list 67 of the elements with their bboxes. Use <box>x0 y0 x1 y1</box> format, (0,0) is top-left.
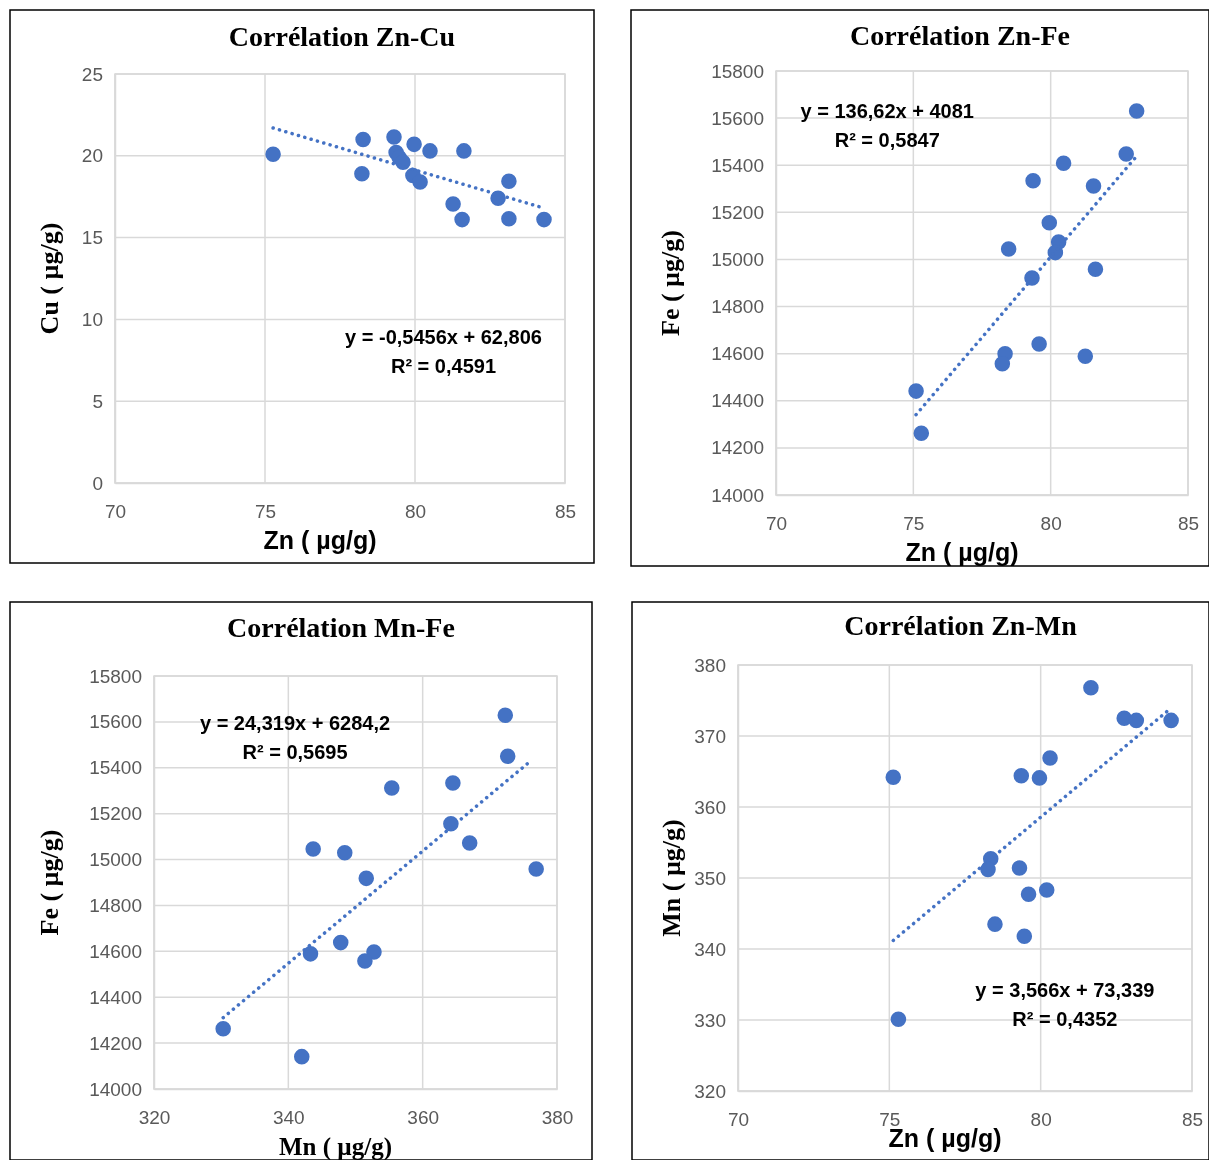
x-tick-label: 80 <box>1040 513 1062 535</box>
y-tick-label: 15800 <box>89 665 142 687</box>
y-tick-label: 15000 <box>89 849 142 871</box>
y-tick-label: 340 <box>694 938 726 960</box>
y-tick-label: 14000 <box>711 484 764 506</box>
y-tick-label: 15400 <box>89 757 142 779</box>
x-axis-title: Zn ( µg/g) <box>905 538 1019 566</box>
annotation: R² = 0,4591 <box>390 354 497 377</box>
x-axis-title: Mn ( µg/g) <box>278 1133 393 1160</box>
y-tick-label: 370 <box>694 725 726 747</box>
y-tick-label: 380 <box>694 654 726 676</box>
chart-title: Corrélation Zn-Cu <box>228 21 456 52</box>
annotation: y = 136,62x + 4081 <box>800 99 974 122</box>
chart-title: Corrélation Zn-Mn <box>844 610 1078 641</box>
y-tick-label: 15600 <box>711 107 764 129</box>
x-tick-label: 360 <box>407 1107 440 1129</box>
y-tick-label: 14600 <box>89 940 142 962</box>
chart-title: Corrélation Mn-Fe <box>227 612 455 643</box>
y-tick-label: 15800 <box>711 60 764 82</box>
y-axis-title: Mn ( µg/g) <box>657 819 686 937</box>
y-axis-title: Fe ( µg/g) <box>656 230 685 336</box>
y-tick-label: 25 <box>81 63 103 85</box>
x-tick-label: 85 <box>1181 1109 1204 1131</box>
annotation: R² = 0,4352 <box>1012 1008 1118 1031</box>
y-tick-label: 360 <box>694 796 726 818</box>
y-tick-label: 14200 <box>89 1032 142 1054</box>
y-tick-label: 14200 <box>711 437 764 459</box>
chart-title: Corrélation Zn-Fe <box>849 20 1071 51</box>
y-tick-label: 5 <box>92 390 103 412</box>
annotation: y = -0,5456x + 62,806 <box>345 325 542 348</box>
y-tick-label: 15 <box>81 227 103 249</box>
y-tick-label: 14400 <box>89 986 142 1008</box>
x-tick-label: 75 <box>903 513 925 535</box>
y-tick-label: 20 <box>81 145 103 167</box>
y-tick-label: 320 <box>694 1080 726 1102</box>
y-tick-label: 14000 <box>89 1078 142 1100</box>
x-tick-label: 380 <box>541 1107 574 1129</box>
y-tick-label: 15200 <box>89 803 142 825</box>
x-tick-label: 80 <box>1030 1109 1052 1131</box>
y-tick-label: 14800 <box>711 296 764 318</box>
annotation: y = 3,566x + 73,339 <box>975 979 1155 1002</box>
x-tick-label: 70 <box>104 501 127 523</box>
y-tick-label: 15400 <box>711 154 764 176</box>
x-tick-label: 340 <box>272 1107 305 1129</box>
x-tick-label: 320 <box>138 1107 171 1129</box>
y-tick-label: 15600 <box>89 711 142 733</box>
annotation: R² = 0,5695 <box>242 740 348 763</box>
x-axis-title: Zn ( µg/g) <box>263 526 377 554</box>
y-tick-label: 14800 <box>89 895 142 917</box>
annotation: y = 24,319x + 6284,2 <box>199 711 391 734</box>
x-tick-label: 85 <box>554 501 577 523</box>
y-tick-label: 15000 <box>711 249 764 271</box>
y-tick-label: 10 <box>81 308 103 330</box>
y-tick-label: 0 <box>92 472 103 494</box>
y-tick-label: 330 <box>694 1009 726 1031</box>
x-tick-label: 80 <box>404 501 427 523</box>
annotation: R² = 0,5847 <box>834 128 940 151</box>
y-axis-title: Cu ( µg/g) <box>35 222 64 335</box>
x-tick-label: 85 <box>1177 513 1200 535</box>
x-tick-label: 70 <box>765 513 788 535</box>
y-tick-label: 14600 <box>711 343 764 365</box>
y-tick-label: 14400 <box>711 390 764 412</box>
y-axis-title: Fe ( µg/g) <box>35 829 64 936</box>
y-tick-label: 350 <box>694 867 726 889</box>
x-tick-label: 70 <box>727 1109 750 1131</box>
x-tick-label: 75 <box>254 501 277 523</box>
y-tick-label: 15200 <box>711 201 764 223</box>
